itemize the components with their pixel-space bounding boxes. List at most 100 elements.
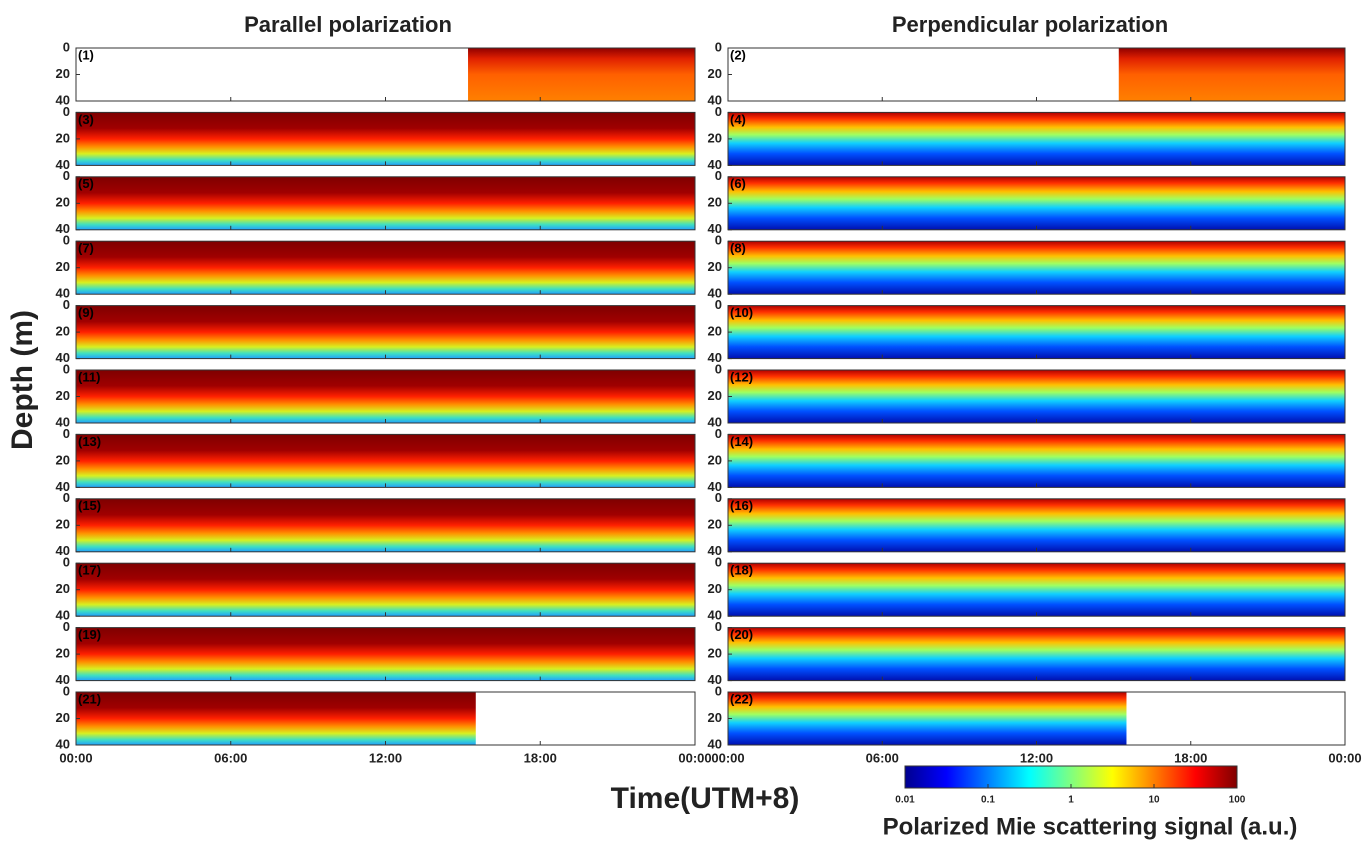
heatmap-data [728,563,1345,617]
y-tick-label: 40 [708,672,722,687]
heatmap-data [76,563,695,617]
panel-label: (14) [730,434,753,449]
heatmap-data [468,48,695,101]
y-tick-label: 0 [715,233,722,248]
y-tick-label: 20 [56,517,70,532]
panel-label: (18) [730,563,753,578]
y-tick-label: 0 [715,619,722,634]
y-tick-label: 40 [56,157,70,172]
panel-label: (19) [78,627,101,642]
x-tick-label: 00:00 [59,750,92,765]
y-tick-label: 20 [56,581,70,596]
x-axis-label: Time(UTM+8) [611,782,800,815]
heatmap-data [76,434,695,488]
y-tick-label: 20 [56,324,70,339]
y-tick-label: 0 [715,426,722,441]
panel-label: (1) [78,47,94,62]
column-title: Parallel polarization [244,12,452,37]
y-tick-label: 20 [708,646,722,661]
y-tick-label: 40 [56,672,70,687]
x-tick-label: 12:00 [1020,750,1053,765]
y-tick-label: 20 [708,324,722,339]
y-tick-label: 40 [56,414,70,429]
y-tick-label: 20 [708,66,722,81]
y-tick-label: 40 [708,157,722,172]
y-tick-label: 20 [708,452,722,467]
panel-label: (5) [78,176,94,191]
heatmap-data [728,627,1345,681]
y-tick-label: 20 [56,259,70,274]
y-tick-label: 0 [715,168,722,183]
panel-label: (17) [78,563,101,578]
y-tick-label: 40 [708,608,722,623]
panel-label: (10) [730,305,753,320]
y-tick-label: 40 [56,286,70,301]
panel-label: (2) [730,47,746,62]
panel-label: (21) [78,691,101,706]
y-tick-label: 20 [56,66,70,81]
y-tick-label: 40 [56,350,70,365]
x-tick-label: 00:00 [678,750,711,765]
column-title: Perpendicular polarization [892,12,1168,37]
y-tick-label: 40 [56,92,70,107]
panel-label: (15) [78,498,101,513]
y-tick-label: 40 [708,543,722,558]
y-tick-label: 20 [708,710,722,725]
heatmap-data [76,692,476,745]
y-tick-label: 40 [56,221,70,236]
y-tick-label: 40 [708,414,722,429]
y-tick-label: 0 [63,104,70,119]
y-tick-label: 0 [715,490,722,505]
panel-label: (16) [730,498,753,513]
y-tick-label: 40 [56,479,70,494]
y-tick-label: 40 [708,350,722,365]
y-tick-label: 20 [56,195,70,210]
y-tick-label: 40 [708,736,722,751]
heatmap-data [76,627,695,681]
panel-label: (12) [730,369,753,384]
colorbar-label: Polarized Mie scattering signal (a.u.) [883,813,1298,840]
heatmap-data [728,370,1345,423]
panel-label: (7) [78,241,94,256]
y-tick-label: 0 [63,39,70,54]
y-tick-label: 40 [56,608,70,623]
heatmap-data [76,498,695,552]
y-tick-label: 0 [715,297,722,312]
y-tick-label: 0 [715,683,722,698]
y-tick-label: 0 [63,361,70,376]
colorbar-tick-label: 0.1 [981,795,995,806]
y-tick-label: 40 [56,543,70,558]
panel-label: (6) [730,176,746,191]
y-tick-label: 0 [63,683,70,698]
heatmap-data [76,176,695,230]
y-tick-label: 40 [708,221,722,236]
heatmap-data [76,305,695,359]
y-tick-label: 0 [63,490,70,505]
x-tick-label: 06:00 [866,750,899,765]
heatmap-data [728,434,1345,488]
y-tick-label: 40 [708,479,722,494]
y-axis-label: Depth (m) [6,310,39,450]
panel-label: (4) [730,112,746,127]
colorbar-tick-label: 0.01 [895,795,915,806]
y-tick-label: 20 [56,130,70,145]
y-tick-label: 40 [708,92,722,107]
y-tick-label: 20 [708,581,722,596]
heatmap-data [728,176,1345,230]
y-tick-label: 0 [63,619,70,634]
colorbar-tick-label: 1 [1068,795,1074,806]
y-tick-label: 20 [56,388,70,403]
x-tick-label: 18:00 [1174,750,1207,765]
heatmap-data [76,112,695,166]
y-tick-label: 0 [63,426,70,441]
x-tick-label: 06:00 [214,750,247,765]
y-tick-label: 20 [708,388,722,403]
panel-label: (11) [78,369,100,384]
heatmap-data [728,112,1345,166]
y-tick-label: 0 [715,39,722,54]
y-tick-label: 0 [63,297,70,312]
y-tick-label: 20 [56,646,70,661]
x-tick-label: 18:00 [524,750,557,765]
panel-label: (13) [78,434,101,449]
